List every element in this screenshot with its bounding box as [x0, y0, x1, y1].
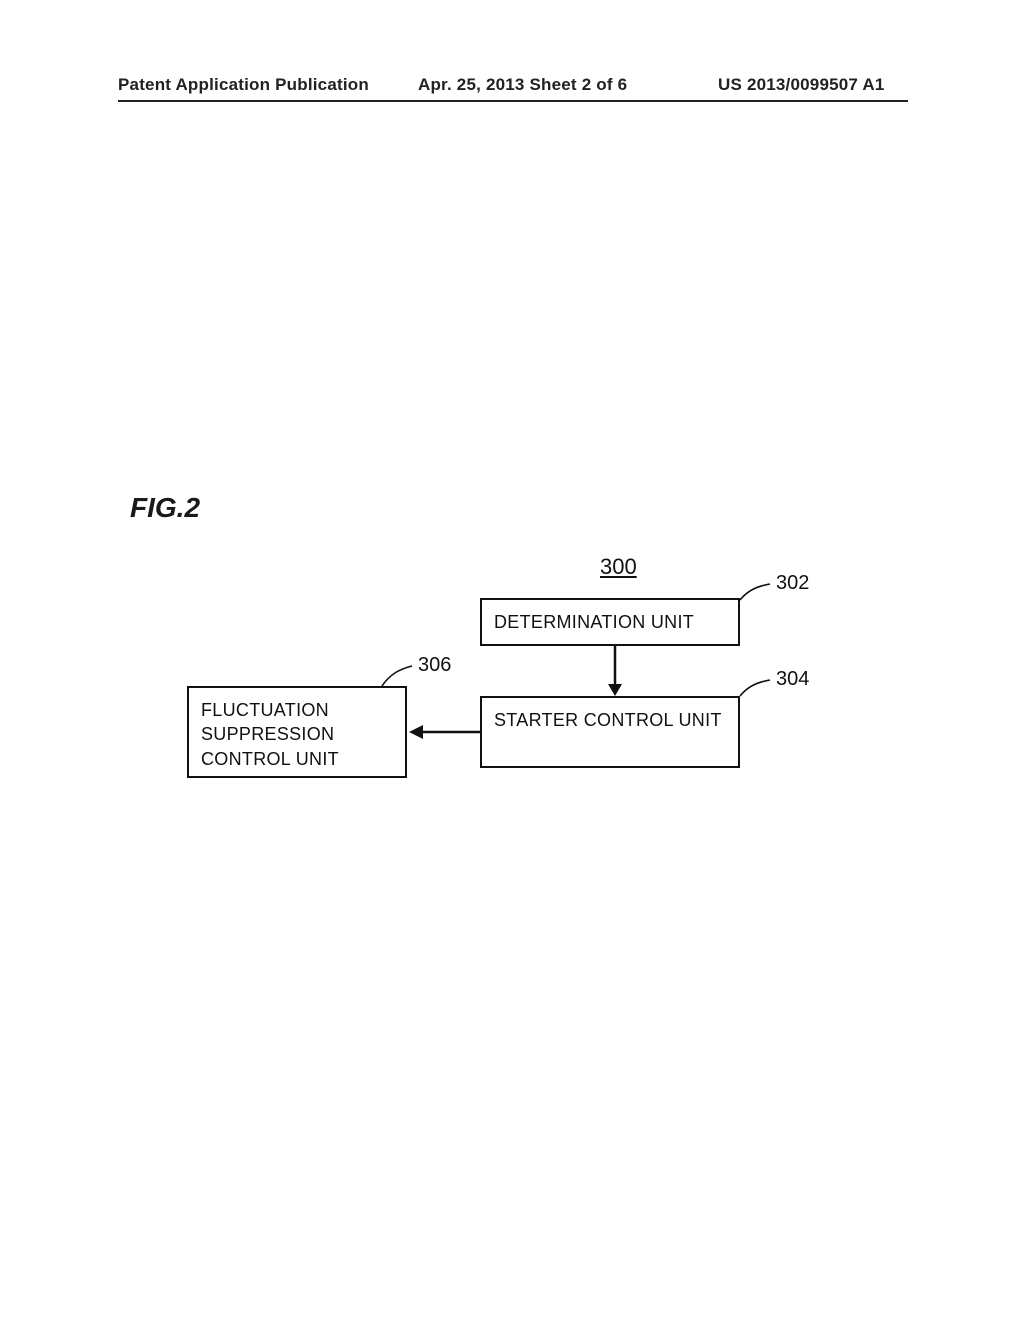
- header-date-sheet-text: Apr. 25, 2013 Sheet 2 of 6: [418, 75, 627, 95]
- header-pubnum-text: US 2013/0099507 A1: [718, 75, 885, 95]
- fluctuation-suppression-label: FLUCTUATION SUPPRESSION CONTROL UNIT: [201, 700, 339, 769]
- fluctuation-suppression-box: FLUCTUATION SUPPRESSION CONTROL UNIT: [187, 686, 407, 778]
- arrow-determination-to-starter: [605, 646, 625, 698]
- ref-304: 304: [776, 668, 809, 691]
- header-rule: [118, 100, 908, 102]
- ref-302: 302: [776, 572, 809, 595]
- starter-control-unit-box: STARTER CONTROL UNIT: [480, 696, 740, 768]
- ref-306: 306: [418, 654, 451, 677]
- leader-304: [736, 678, 776, 700]
- figure-label: FIG.2: [130, 492, 200, 524]
- leader-302: [736, 582, 776, 604]
- starter-control-unit-label: STARTER CONTROL UNIT: [494, 710, 722, 730]
- header-publication-text: Patent Application Publication: [118, 75, 369, 95]
- arrow-starter-to-fluctuation: [407, 722, 482, 742]
- leader-306: [378, 664, 418, 690]
- determination-unit-label: DETERMINATION UNIT: [494, 610, 694, 634]
- determination-unit-box: DETERMINATION UNIT: [480, 598, 740, 646]
- page: Patent Application Publication Apr. 25, …: [0, 0, 1024, 1320]
- assembly-ref-300: 300: [600, 554, 637, 580]
